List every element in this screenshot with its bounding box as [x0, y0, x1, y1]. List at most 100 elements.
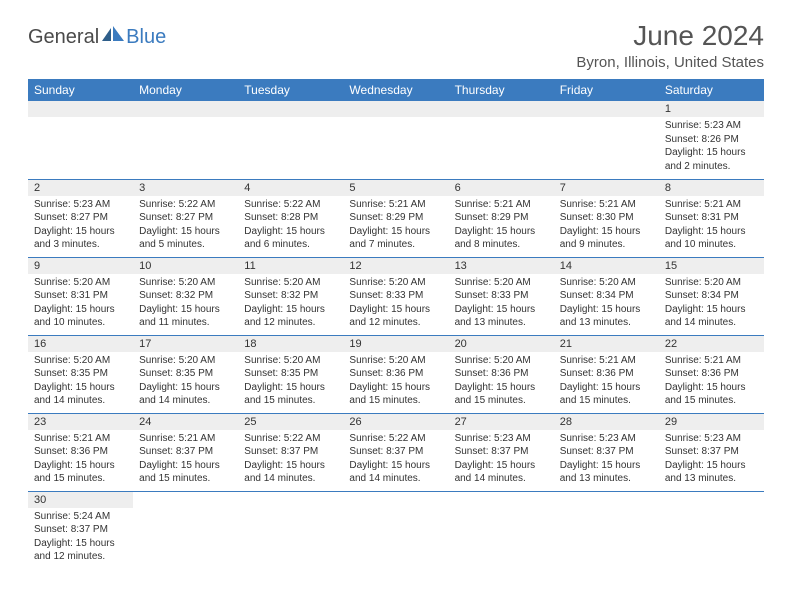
day-detail-line: Sunrise: 5:20 AM: [349, 354, 442, 368]
day-details: Sunrise: 5:20 AMSunset: 8:32 PMDaylight:…: [238, 274, 343, 334]
day-detail-line: Sunrise: 5:21 AM: [349, 198, 442, 212]
empty-day-header: [554, 101, 659, 117]
day-detail-line: Daylight: 15 hours: [244, 459, 337, 473]
day-number: 8: [659, 180, 764, 196]
day-details: Sunrise: 5:20 AMSunset: 8:32 PMDaylight:…: [133, 274, 238, 334]
empty-day-header: [343, 101, 448, 117]
calendar-cell: 28Sunrise: 5:23 AMSunset: 8:37 PMDayligh…: [554, 413, 659, 491]
day-detail-line: Sunrise: 5:23 AM: [665, 432, 758, 446]
calendar-row: 1Sunrise: 5:23 AMSunset: 8:26 PMDaylight…: [28, 101, 764, 179]
calendar-body: 1Sunrise: 5:23 AMSunset: 8:26 PMDaylight…: [28, 101, 764, 569]
day-details: Sunrise: 5:20 AMSunset: 8:34 PMDaylight:…: [659, 274, 764, 334]
day-detail-line: Sunset: 8:37 PM: [34, 523, 127, 537]
day-number: 18: [238, 336, 343, 352]
day-detail-line: Sunset: 8:36 PM: [34, 445, 127, 459]
day-detail-line: Sunset: 8:35 PM: [139, 367, 232, 381]
day-detail-line: Daylight: 15 hours: [560, 225, 653, 239]
calendar-cell: 10Sunrise: 5:20 AMSunset: 8:32 PMDayligh…: [133, 257, 238, 335]
day-number: 26: [343, 414, 448, 430]
day-number: 19: [343, 336, 448, 352]
day-details: Sunrise: 5:20 AMSunset: 8:35 PMDaylight:…: [238, 352, 343, 412]
logo-text-blue: Blue: [126, 26, 166, 49]
calendar-cell: 16Sunrise: 5:20 AMSunset: 8:35 PMDayligh…: [28, 335, 133, 413]
day-details: Sunrise: 5:21 AMSunset: 8:37 PMDaylight:…: [133, 430, 238, 490]
day-number: 7: [554, 180, 659, 196]
day-detail-line: and 13 minutes.: [560, 472, 653, 486]
calendar-cell: 23Sunrise: 5:21 AMSunset: 8:36 PMDayligh…: [28, 413, 133, 491]
calendar-cell: 12Sunrise: 5:20 AMSunset: 8:33 PMDayligh…: [343, 257, 448, 335]
day-detail-line: Sunset: 8:37 PM: [349, 445, 442, 459]
calendar-cell: [238, 491, 343, 569]
calendar-row: 9Sunrise: 5:20 AMSunset: 8:31 PMDaylight…: [28, 257, 764, 335]
day-detail-line: Sunset: 8:35 PM: [34, 367, 127, 381]
day-detail-line: and 14 minutes.: [244, 472, 337, 486]
calendar-cell: 8Sunrise: 5:21 AMSunset: 8:31 PMDaylight…: [659, 179, 764, 257]
day-number: 15: [659, 258, 764, 274]
day-detail-line: and 15 minutes.: [349, 394, 442, 408]
day-detail-line: Daylight: 15 hours: [349, 303, 442, 317]
calendar-cell: 13Sunrise: 5:20 AMSunset: 8:33 PMDayligh…: [449, 257, 554, 335]
month-title: June 2024: [576, 20, 764, 52]
day-details: Sunrise: 5:23 AMSunset: 8:37 PMDaylight:…: [659, 430, 764, 490]
day-details: Sunrise: 5:24 AMSunset: 8:37 PMDaylight:…: [28, 508, 133, 568]
calendar-cell: 11Sunrise: 5:20 AMSunset: 8:32 PMDayligh…: [238, 257, 343, 335]
day-details: Sunrise: 5:22 AMSunset: 8:28 PMDaylight:…: [238, 196, 343, 256]
day-detail-line: Sunrise: 5:22 AM: [349, 432, 442, 446]
day-number: 6: [449, 180, 554, 196]
title-block: June 2024 Byron, Illinois, United States: [576, 20, 764, 71]
empty-day-header: [449, 101, 554, 117]
day-details: Sunrise: 5:23 AMSunset: 8:37 PMDaylight:…: [554, 430, 659, 490]
day-detail-line: and 10 minutes.: [34, 316, 127, 330]
calendar-cell: [554, 101, 659, 179]
day-details: Sunrise: 5:22 AMSunset: 8:37 PMDaylight:…: [238, 430, 343, 490]
day-detail-line: Sunset: 8:36 PM: [455, 367, 548, 381]
day-detail-line: Sunrise: 5:20 AM: [244, 276, 337, 290]
calendar-cell: [28, 101, 133, 179]
day-detail-line: Daylight: 15 hours: [455, 303, 548, 317]
day-number: 28: [554, 414, 659, 430]
day-detail-line: Sunrise: 5:20 AM: [34, 276, 127, 290]
calendar-cell: 30Sunrise: 5:24 AMSunset: 8:37 PMDayligh…: [28, 491, 133, 569]
day-detail-line: Sunset: 8:34 PM: [665, 289, 758, 303]
day-number: 25: [238, 414, 343, 430]
day-detail-line: Sunrise: 5:20 AM: [139, 354, 232, 368]
day-detail-line: Daylight: 15 hours: [665, 225, 758, 239]
calendar-cell: 15Sunrise: 5:20 AMSunset: 8:34 PMDayligh…: [659, 257, 764, 335]
calendar-cell: 5Sunrise: 5:21 AMSunset: 8:29 PMDaylight…: [343, 179, 448, 257]
day-detail-line: Sunrise: 5:20 AM: [244, 354, 337, 368]
day-detail-line: Sunset: 8:36 PM: [665, 367, 758, 381]
day-details: Sunrise: 5:21 AMSunset: 8:30 PMDaylight:…: [554, 196, 659, 256]
day-number: 9: [28, 258, 133, 274]
day-detail-line: and 13 minutes.: [455, 316, 548, 330]
day-detail-line: and 3 minutes.: [34, 238, 127, 252]
logo-text-general: General: [28, 26, 99, 49]
calendar-cell: 1Sunrise: 5:23 AMSunset: 8:26 PMDaylight…: [659, 101, 764, 179]
calendar-cell: 7Sunrise: 5:21 AMSunset: 8:30 PMDaylight…: [554, 179, 659, 257]
calendar-cell: [343, 491, 448, 569]
day-number: 29: [659, 414, 764, 430]
day-details: Sunrise: 5:23 AMSunset: 8:37 PMDaylight:…: [449, 430, 554, 490]
day-detail-line: Daylight: 15 hours: [560, 303, 653, 317]
calendar-cell: 17Sunrise: 5:20 AMSunset: 8:35 PMDayligh…: [133, 335, 238, 413]
day-detail-line: Daylight: 15 hours: [139, 225, 232, 239]
day-detail-line: Daylight: 15 hours: [665, 146, 758, 160]
day-detail-line: and 2 minutes.: [665, 160, 758, 174]
day-detail-line: and 15 minutes.: [34, 472, 127, 486]
day-detail-line: and 12 minutes.: [349, 316, 442, 330]
day-details: Sunrise: 5:20 AMSunset: 8:33 PMDaylight:…: [343, 274, 448, 334]
day-number: 21: [554, 336, 659, 352]
calendar-cell: [238, 101, 343, 179]
calendar-cell: 27Sunrise: 5:23 AMSunset: 8:37 PMDayligh…: [449, 413, 554, 491]
day-details: Sunrise: 5:20 AMSunset: 8:35 PMDaylight:…: [28, 352, 133, 412]
day-detail-line: and 14 minutes.: [34, 394, 127, 408]
calendar-cell: [133, 101, 238, 179]
day-detail-line: Daylight: 15 hours: [139, 303, 232, 317]
day-details: Sunrise: 5:20 AMSunset: 8:34 PMDaylight:…: [554, 274, 659, 334]
day-number: 11: [238, 258, 343, 274]
calendar-cell: 20Sunrise: 5:20 AMSunset: 8:36 PMDayligh…: [449, 335, 554, 413]
day-detail-line: and 13 minutes.: [665, 472, 758, 486]
day-detail-line: Sunset: 8:26 PM: [665, 133, 758, 147]
header: General Blue June 2024 Byron, Illinois, …: [28, 20, 764, 71]
day-number: 23: [28, 414, 133, 430]
empty-day-header: [28, 101, 133, 117]
